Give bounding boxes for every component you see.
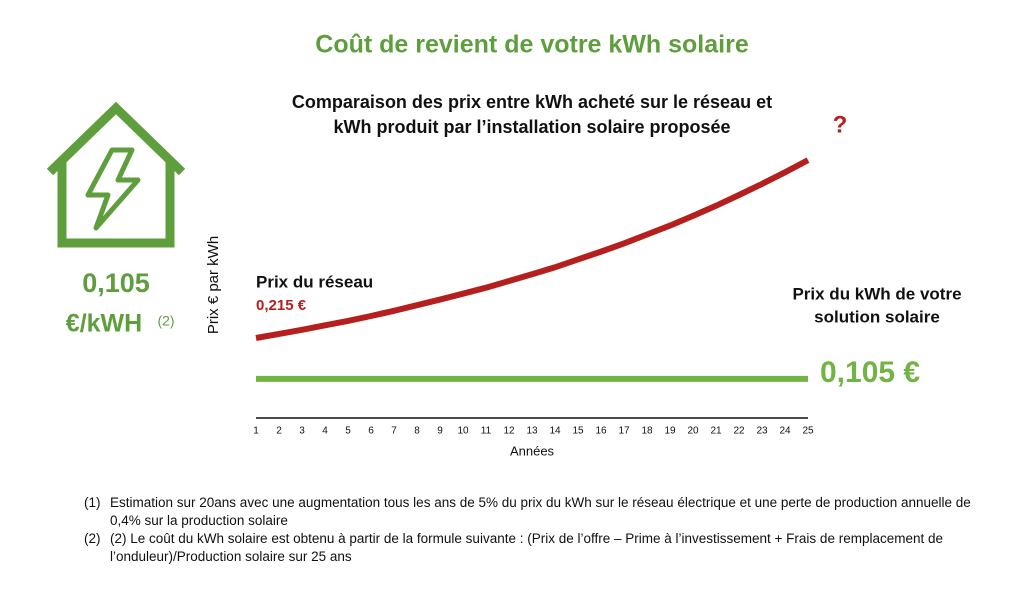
x-tick-label: 7: [391, 426, 397, 437]
x-tick-label: 15: [572, 426, 584, 437]
x-tick-label: 8: [414, 426, 420, 437]
x-tick-label: 25: [802, 426, 814, 437]
x-tick-label: 19: [664, 426, 676, 437]
x-tick-label: 17: [618, 426, 630, 437]
x-tick-label: 18: [641, 426, 653, 437]
side-value: 0,105: [82, 268, 150, 298]
series-line: [255, 157, 810, 341]
house-icon: [46, 101, 186, 248]
grid-price-value: 0,215 €: [256, 297, 307, 314]
chart: Coût de revient de votre kWh solaire Com…: [46, 31, 962, 458]
x-tick-label: 4: [322, 426, 328, 437]
x-tick-label: 9: [437, 426, 443, 437]
grid-price-label: Prix du réseau: [256, 272, 373, 291]
question-mark: ?: [833, 111, 848, 138]
solar-value: 0,105 €: [820, 356, 920, 389]
x-tick-label: 11: [481, 426, 492, 437]
x-tick-label: 10: [457, 426, 469, 437]
x-tick-label: 21: [710, 426, 722, 437]
x-tick-label: 6: [368, 426, 374, 437]
footnote-text: (2) Le coût du kWh solaire est obtenu à …: [110, 531, 944, 564]
x-tick-label: 1: [253, 426, 259, 437]
x-tick-label: 12: [503, 426, 515, 437]
footnote-marker: (1): [84, 495, 101, 510]
x-tick-label: 20: [687, 426, 699, 437]
side-note: (2): [157, 313, 174, 329]
chart-title: Coût de revient de votre kWh solaire: [315, 31, 749, 59]
x-axis-label: Années: [510, 443, 555, 458]
x-tick-label: 23: [756, 426, 768, 437]
x-tick-label: 2: [276, 426, 282, 437]
footnote-text: Estimation sur 20ans avec une augmentati…: [110, 495, 971, 528]
footnote: (1) Estimation sur 20ans avec une augment…: [84, 494, 984, 530]
x-tick-label: 13: [526, 426, 538, 437]
x-tick-label: 24: [779, 426, 791, 437]
x-tick-label: 5: [345, 426, 351, 437]
x-tick-label: 14: [549, 426, 561, 437]
footnote-marker: (2): [84, 531, 101, 546]
footnote: (2) (2) Le coût du kWh solaire est obtenu…: [84, 530, 984, 566]
x-tick-label: 3: [299, 426, 305, 437]
solar-label: Prix du kWh de votre: [792, 284, 961, 303]
subtitle: kWh produit par l’installation solaire p…: [333, 117, 730, 137]
x-tick-label: 16: [595, 426, 607, 437]
x-tick-label: 22: [733, 426, 745, 437]
solar-label: solution solaire: [814, 307, 940, 326]
y-axis-label: Prix € par kWh: [205, 236, 222, 334]
footnotes: (1) Estimation sur 20ans avec une augment…: [84, 494, 984, 566]
subtitle: Comparaison des prix entre kWh acheté su…: [292, 92, 772, 112]
side-unit: €/kWH: [66, 310, 142, 338]
